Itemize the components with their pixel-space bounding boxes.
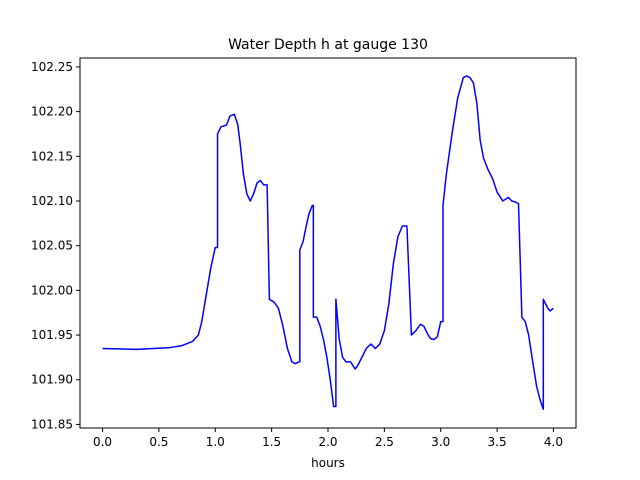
x-tick-label: 3.5 (488, 435, 507, 449)
x-tick-label: 1.0 (206, 435, 225, 449)
y-tick-label: 101.90 (31, 373, 73, 387)
y-axis: 101.85 101.90 101.95 102.00 102.05 102.10 102.… (31, 60, 80, 431)
y-tick-label: 102.20 (31, 105, 73, 119)
y-tick-label: 102.10 (31, 194, 73, 208)
x-tick-label: 2.5 (375, 435, 394, 449)
x-tick-label: 1.5 (262, 435, 281, 449)
plot-area-frame (79, 57, 577, 429)
y-tick-label: 102.00 (31, 283, 73, 297)
y-tick-label: 101.95 (31, 328, 73, 342)
x-axis: 0.0 0.5 1.0 1.5 2.0 2.5 3.0 3.5 4.0 (93, 428, 563, 449)
x-tick-label: 4.0 (544, 435, 563, 449)
x-tick-label: 2.0 (318, 435, 337, 449)
x-tick-label: 0.0 (93, 435, 112, 449)
x-axis-label: hours (311, 456, 345, 470)
series-line-0 (102, 75, 554, 410)
y-tick-label: 102.05 (31, 239, 73, 253)
x-tick-label: 3.0 (431, 435, 450, 449)
chart-title: Water Depth h at gauge 130 (228, 37, 428, 53)
y-tick-label: 102.25 (31, 60, 73, 74)
series-layer (102, 75, 554, 410)
y-tick-label: 101.85 (31, 417, 73, 431)
y-tick-label: 102.15 (31, 149, 73, 163)
x-tick-label: 0.5 (149, 435, 168, 449)
